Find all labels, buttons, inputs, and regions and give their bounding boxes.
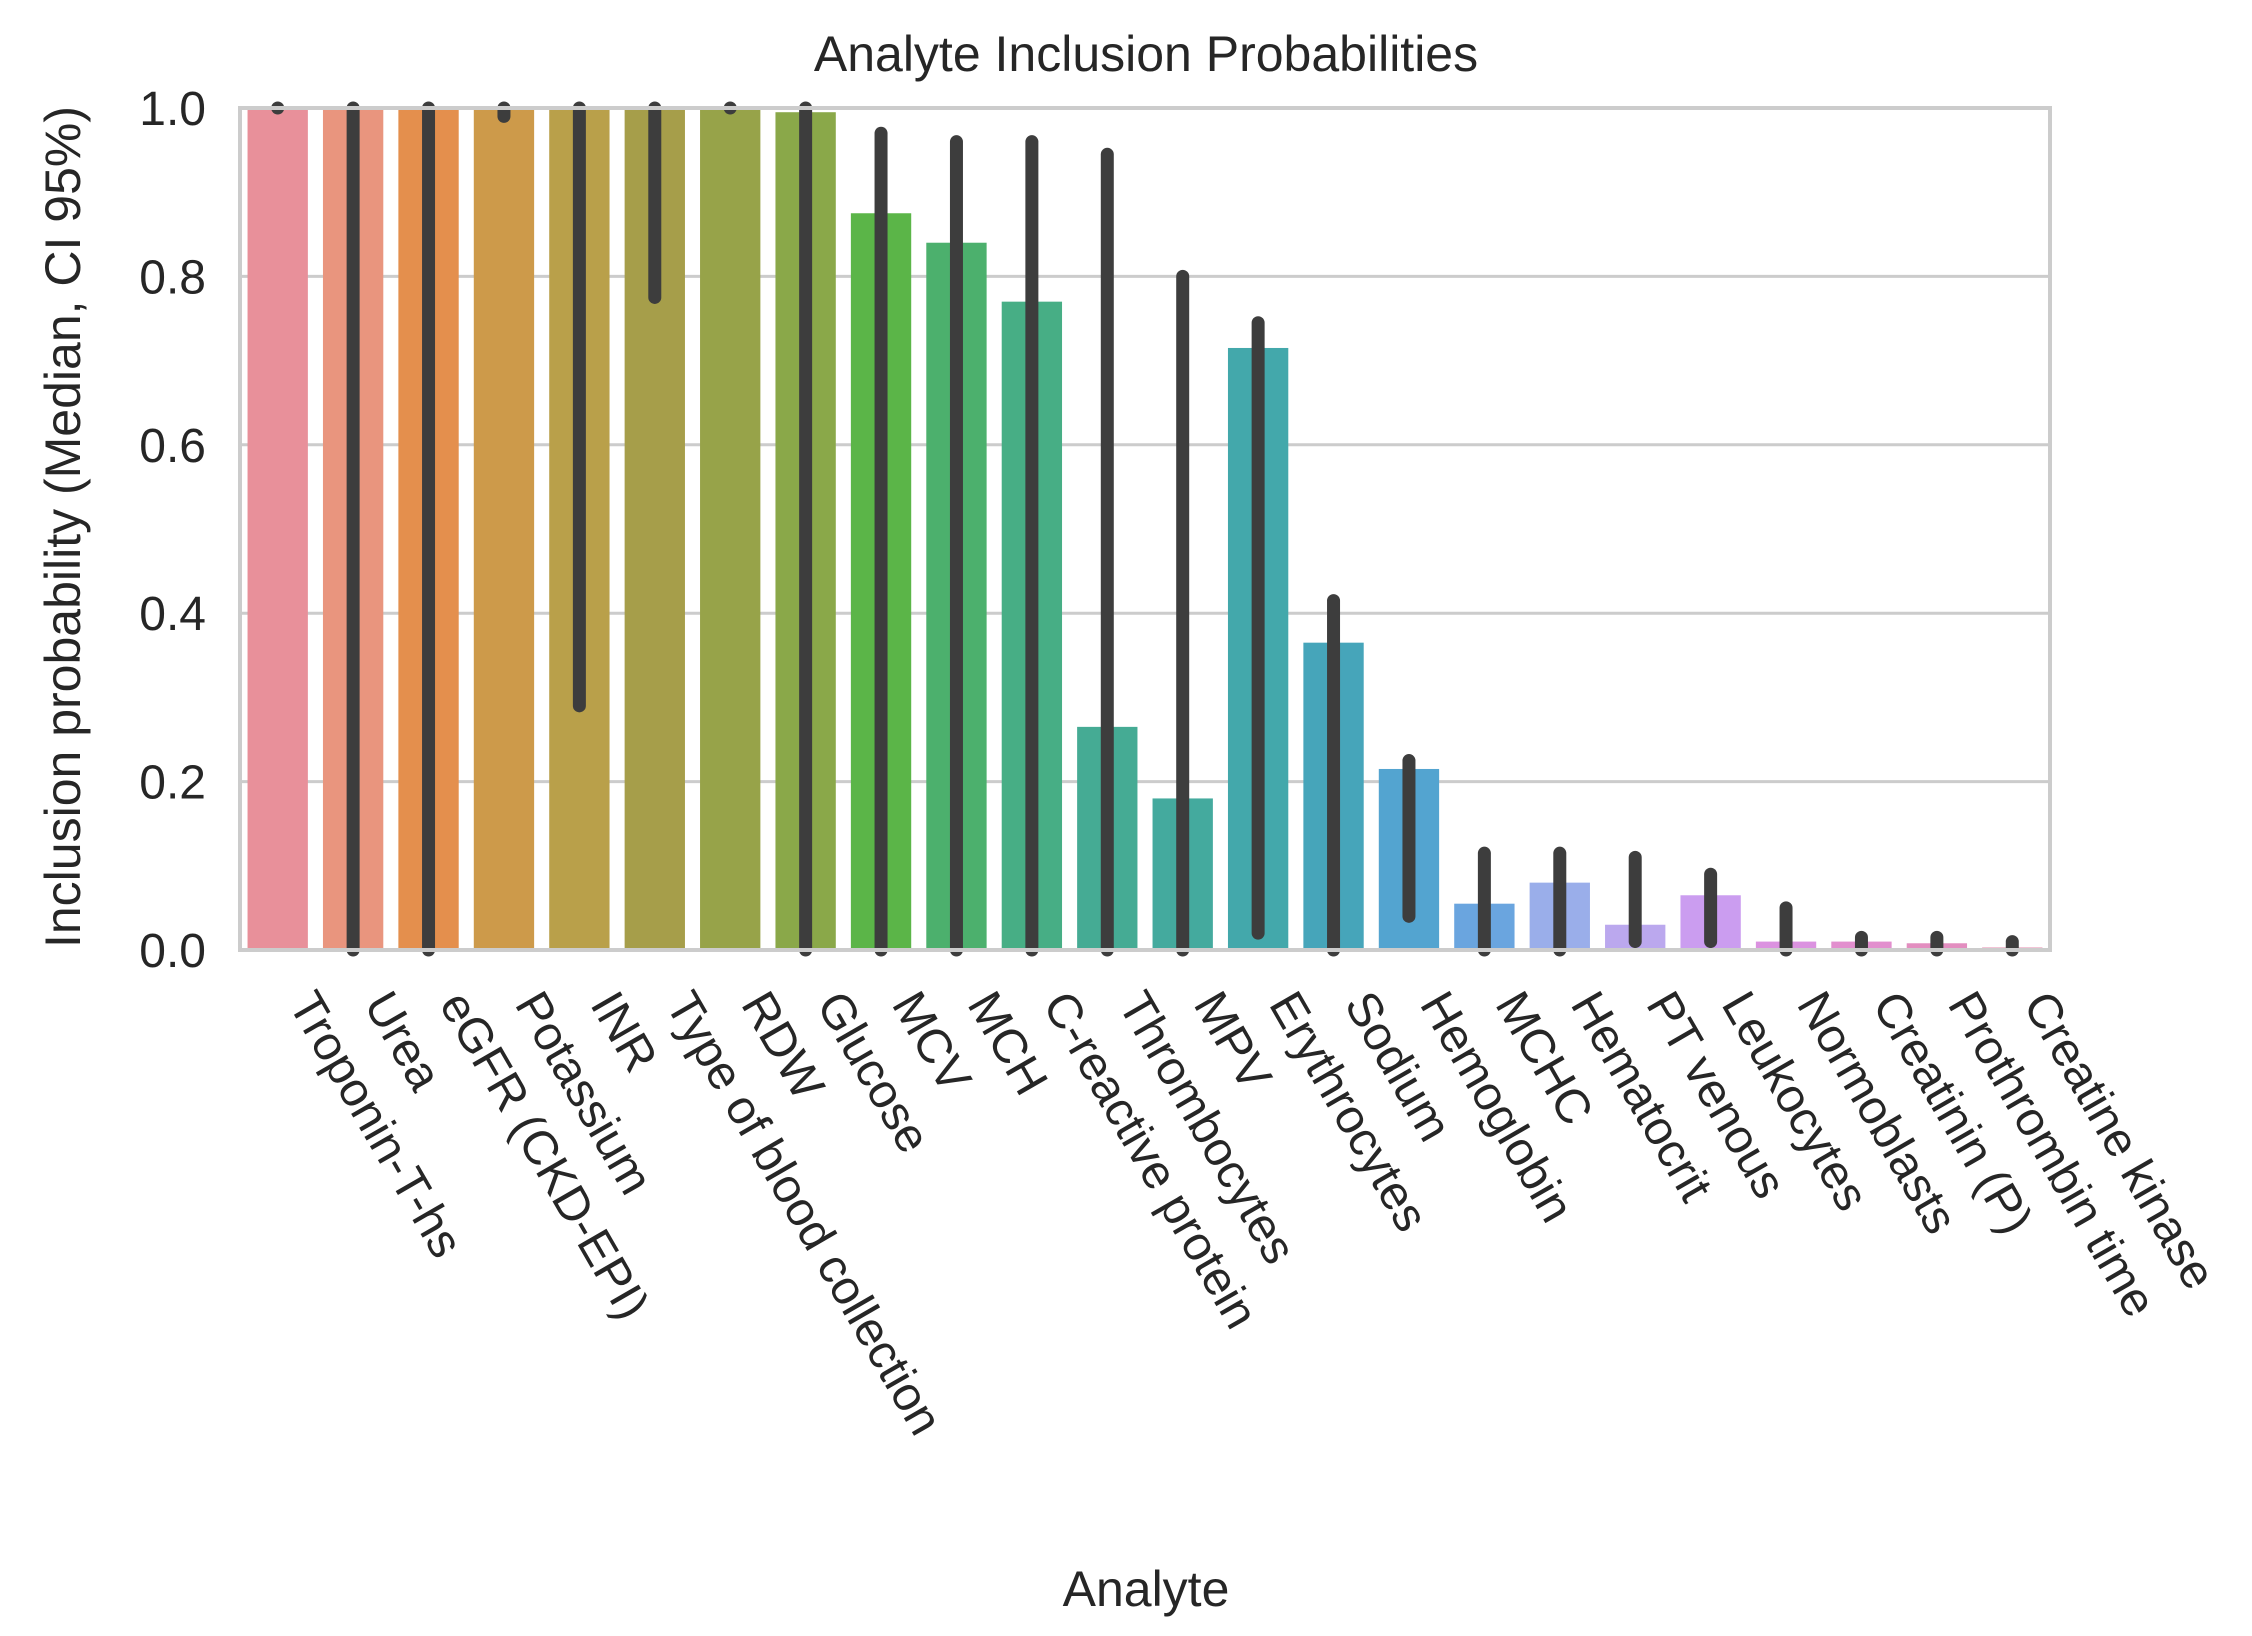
error-bars bbox=[271, 101, 2019, 957]
chart-title: Analyte Inclusion Probabilities bbox=[814, 26, 1478, 82]
x-axis-label: Analyte bbox=[1063, 1561, 1230, 1617]
bars bbox=[247, 108, 2043, 951]
x-tick-label: MCH bbox=[957, 983, 1058, 1104]
y-tick-label: 0.6 bbox=[139, 420, 206, 473]
bar bbox=[700, 108, 761, 950]
y-tick-label: 0.0 bbox=[139, 925, 206, 978]
bar bbox=[473, 108, 535, 950]
y-tick-label: 1.0 bbox=[139, 83, 206, 136]
y-axis-label: Inclusion probability (Median, CI 95%) bbox=[35, 106, 91, 948]
y-axis-ticks: 0.0 0.2 0.4 0.6 0.8 1.0 bbox=[139, 83, 206, 978]
y-tick-label: 0.2 bbox=[139, 757, 206, 810]
y-tick-label: 0.4 bbox=[139, 588, 206, 641]
bar bbox=[247, 108, 308, 950]
plot-frame bbox=[238, 106, 2052, 952]
y-tick-label: 0.8 bbox=[139, 251, 206, 304]
